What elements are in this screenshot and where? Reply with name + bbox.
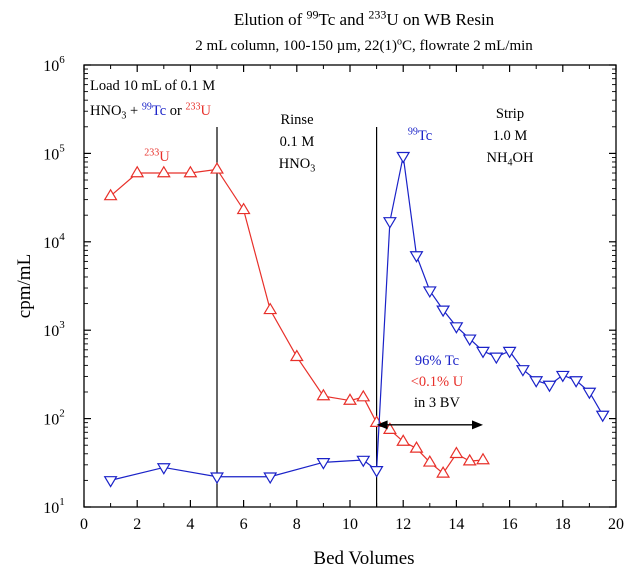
chart-subtitle: 2 mL column, 100-150 µm, 22(1)oC, flowra… bbox=[195, 36, 533, 54]
chart-title-group: Elution of 99Tc and 233U on WB Resin 2 m… bbox=[195, 8, 533, 55]
series-2-point bbox=[382, 217, 397, 229]
svg-text:0.1 M: 0.1 M bbox=[280, 134, 315, 150]
series-1-point bbox=[422, 454, 437, 467]
series-2-point bbox=[356, 455, 371, 468]
series-2-point bbox=[263, 472, 278, 485]
x-tick-label: 10 bbox=[342, 516, 358, 533]
series-2-point bbox=[502, 346, 517, 359]
plot-frame bbox=[83, 64, 617, 508]
series-1-point bbox=[356, 389, 371, 402]
plot-content bbox=[103, 127, 610, 507]
x-tick-label: 12 bbox=[395, 516, 411, 533]
x-tick-label: 6 bbox=[240, 516, 248, 533]
series-2-point bbox=[396, 151, 411, 164]
svg-text:HNO3 + 99Tc or 233U: HNO3 + 99Tc or 233U bbox=[90, 102, 211, 122]
series-2-point bbox=[422, 286, 437, 299]
series-2-point bbox=[595, 410, 610, 423]
y-tick-label: 101 bbox=[43, 496, 65, 517]
axes: 0 2 4 6 8 10 12 14 16 18 20 101 102 103 104 105 106 bbox=[43, 54, 624, 533]
series-2-point bbox=[409, 251, 424, 263]
x-tick-label: 4 bbox=[186, 516, 194, 533]
x-tick-label: 14 bbox=[448, 516, 464, 533]
svg-text:96% Tc: 96% Tc bbox=[415, 353, 459, 369]
annotation-strip: Strip 1.0 M NH4OH bbox=[487, 106, 534, 169]
series-1-point bbox=[316, 388, 331, 401]
series-2-point bbox=[316, 458, 331, 470]
series-2-point bbox=[529, 376, 544, 388]
x-tick-label: 0 bbox=[80, 516, 88, 533]
annotation-u233: 233U bbox=[144, 148, 170, 166]
svg-text:HNO3: HNO3 bbox=[279, 156, 315, 175]
svg-text:NH4OH: NH4OH bbox=[487, 150, 534, 169]
annotation-rinse: Rinse 0.1 M HNO3 bbox=[279, 112, 315, 175]
series-1-point bbox=[409, 441, 424, 453]
series-2-point bbox=[515, 365, 530, 377]
series-1-point bbox=[462, 453, 477, 466]
x-axis-title: Bed Volumes bbox=[313, 548, 414, 569]
y-tick-label: 102 bbox=[43, 408, 65, 429]
series-1-point bbox=[449, 446, 464, 459]
series-1-line bbox=[110, 168, 484, 475]
svg-text:Rinse: Rinse bbox=[280, 112, 313, 128]
x-tick-label: 2 bbox=[133, 516, 141, 533]
svg-text:233U: 233U bbox=[144, 148, 170, 166]
series-1-point bbox=[289, 349, 304, 362]
x-tick-label: 8 bbox=[293, 516, 301, 533]
series-1-point bbox=[130, 165, 145, 178]
series-2-point bbox=[449, 322, 464, 334]
x-tick-label: 18 bbox=[555, 516, 571, 533]
series-2-point bbox=[582, 387, 597, 400]
series-2-point bbox=[476, 346, 490, 359]
series-1-point bbox=[210, 161, 224, 174]
svg-text:<0.1% U: <0.1% U bbox=[411, 374, 464, 390]
series-1-point bbox=[343, 393, 357, 405]
series-1-point bbox=[156, 165, 171, 178]
svg-text:99Tc: 99Tc bbox=[408, 127, 432, 145]
y-tick-label: 104 bbox=[43, 231, 65, 252]
svg-text:Strip: Strip bbox=[496, 106, 524, 122]
annotation-yield: 96% Tc <0.1% U in 3 BV bbox=[411, 353, 464, 411]
series-2-point bbox=[542, 380, 557, 393]
series-2-point bbox=[555, 370, 570, 383]
series-1-point bbox=[236, 202, 251, 215]
annotation-load: Load 10 mL of 0.1 M HNO3 + 99Tc or 233U bbox=[90, 78, 215, 122]
series-1-point bbox=[103, 188, 118, 201]
annotation-tc99: 99Tc bbox=[408, 127, 432, 145]
y-axis-title: cpm/mL bbox=[14, 254, 35, 318]
x-tick-label: 16 bbox=[502, 516, 518, 533]
svg-text:Load 10 mL of 0.1 M: Load 10 mL of 0.1 M bbox=[90, 78, 215, 94]
series-2-point bbox=[436, 305, 451, 318]
svg-text:in 3 BV: in 3 BV bbox=[414, 395, 460, 411]
chart-title: Elution of 99Tc and 233U on WB Resin bbox=[234, 8, 495, 30]
series-2-line bbox=[110, 156, 604, 481]
y-tick-label: 103 bbox=[43, 319, 65, 340]
series-1-point bbox=[396, 434, 411, 446]
series-2-point bbox=[462, 334, 477, 347]
series-1-point bbox=[436, 466, 451, 478]
span-arrow bbox=[376, 420, 483, 430]
series-2-point bbox=[369, 465, 384, 478]
series-1-point bbox=[183, 165, 198, 178]
x-tick-label: 20 bbox=[608, 516, 624, 533]
series-1-point bbox=[476, 452, 490, 465]
y-tick-label: 106 bbox=[43, 54, 65, 75]
annotations: Load 10 mL of 0.1 M HNO3 + 99Tc or 233U 23… bbox=[90, 78, 534, 411]
series-2-point bbox=[103, 476, 118, 488]
svg-text:1.0 M: 1.0 M bbox=[493, 128, 528, 144]
y-tick-label: 105 bbox=[43, 142, 65, 163]
series-2-point bbox=[210, 472, 224, 485]
series-2-point bbox=[156, 463, 171, 475]
series-1-point bbox=[263, 302, 278, 315]
series-2-point bbox=[569, 376, 584, 388]
series-2-point bbox=[489, 352, 504, 365]
